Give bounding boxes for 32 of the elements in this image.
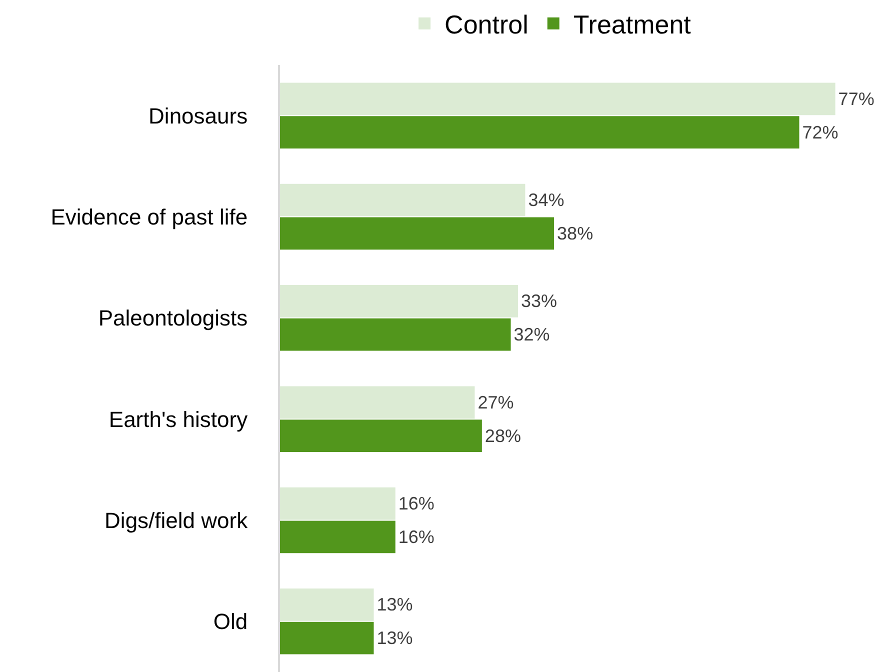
data-label: 34% bbox=[528, 190, 564, 210]
bar bbox=[280, 420, 482, 452]
y-tick-label: Earth's history bbox=[108, 406, 248, 432]
bar bbox=[280, 184, 526, 216]
data-label: 13% bbox=[376, 628, 413, 648]
data-label: 27% bbox=[478, 392, 514, 412]
data-label: 13% bbox=[376, 594, 413, 615]
data-label: 16% bbox=[398, 526, 434, 547]
y-tick-label: Dinosaurs bbox=[148, 103, 248, 128]
y-tick-label: Evidence of past life bbox=[50, 204, 248, 230]
bar bbox=[280, 318, 511, 351]
data-label: 38% bbox=[557, 223, 594, 244]
data-label: 32% bbox=[514, 324, 550, 345]
bar bbox=[280, 386, 475, 419]
bar bbox=[280, 487, 396, 520]
y-tick-label: Old bbox=[213, 609, 248, 634]
y-tick-label: Digs/field work bbox=[104, 508, 249, 533]
bar bbox=[280, 520, 396, 554]
data-label: 33% bbox=[520, 291, 558, 312]
bar bbox=[280, 116, 800, 148]
legend-label: Treatment bbox=[573, 10, 692, 40]
bar bbox=[280, 82, 836, 116]
bar bbox=[280, 285, 518, 318]
data-label: 77% bbox=[838, 88, 874, 109]
bar bbox=[280, 622, 374, 654]
y-tick-label: Paleontologists bbox=[98, 306, 248, 331]
data-label: 72% bbox=[802, 122, 838, 142]
legend-label: Control bbox=[444, 10, 528, 40]
bar bbox=[280, 588, 374, 621]
data-label: 28% bbox=[484, 426, 521, 446]
bar bbox=[280, 217, 554, 250]
data-label: 16% bbox=[398, 494, 434, 514]
